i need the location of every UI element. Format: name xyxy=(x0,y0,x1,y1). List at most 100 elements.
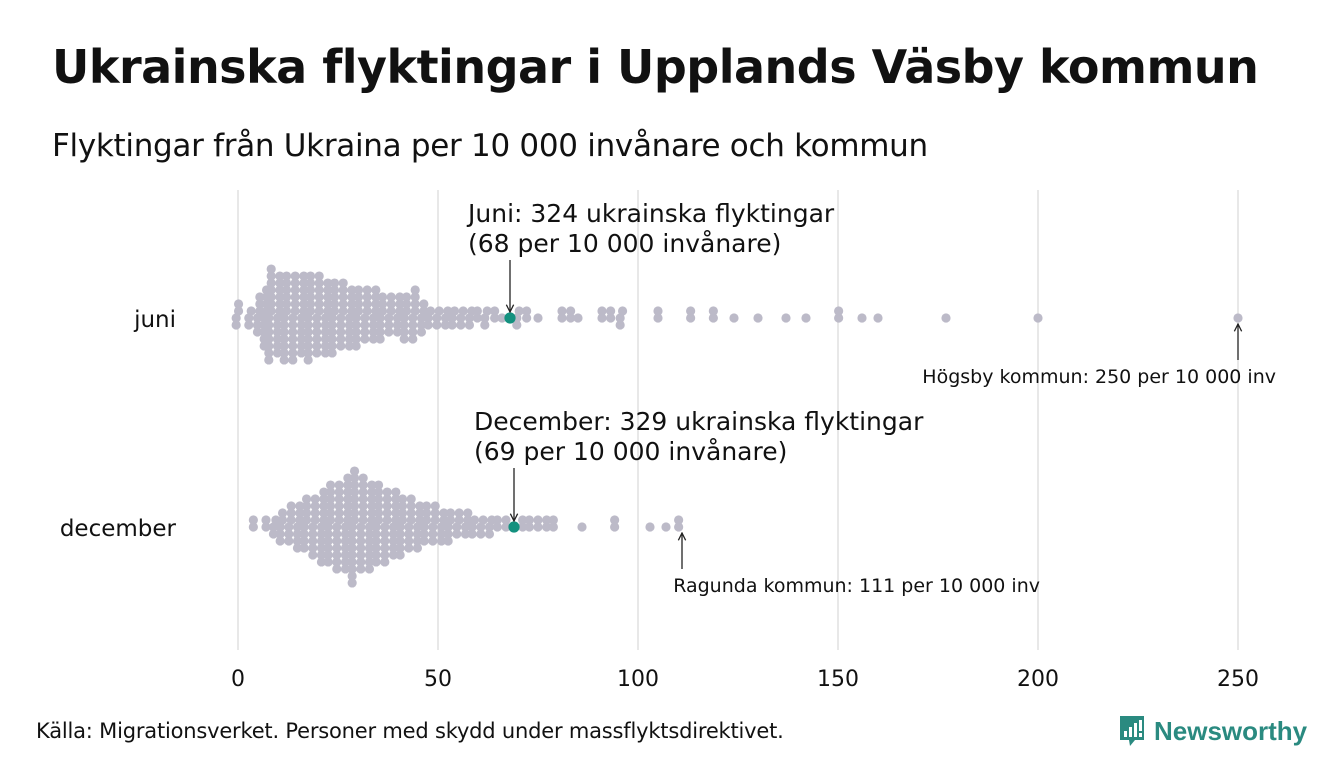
data-point xyxy=(482,306,492,316)
data-point xyxy=(266,264,276,274)
data-point xyxy=(343,473,353,483)
data-point xyxy=(279,320,289,330)
x-tick-label: 150 xyxy=(817,667,859,692)
data-point xyxy=(447,320,457,330)
data-point xyxy=(284,536,294,546)
data-point xyxy=(266,306,276,316)
logo-text: Newsworthy xyxy=(1154,715,1308,746)
data-point xyxy=(445,515,456,525)
data-point xyxy=(332,529,342,539)
data-point xyxy=(281,299,292,309)
data-point xyxy=(349,466,360,476)
data-point xyxy=(356,550,366,560)
data-point xyxy=(373,487,384,497)
data-point xyxy=(299,529,309,539)
data-point xyxy=(323,536,333,546)
data-point xyxy=(401,306,412,316)
data-point xyxy=(264,341,274,351)
data-point xyxy=(314,299,324,309)
data-point xyxy=(432,313,442,323)
data-point xyxy=(351,313,361,323)
data-point xyxy=(316,522,327,532)
data-point xyxy=(329,306,340,316)
source-note: Källa: Migrationsverket. Personer med sk… xyxy=(36,719,784,743)
data-point xyxy=(362,285,372,295)
data-point xyxy=(323,522,333,532)
data-point xyxy=(395,550,405,560)
data-point xyxy=(415,501,425,511)
data-point xyxy=(314,306,324,316)
data-point xyxy=(406,494,416,504)
data-point xyxy=(391,487,401,497)
data-point xyxy=(305,299,316,309)
data-point xyxy=(312,320,322,330)
data-point xyxy=(573,313,583,323)
data-point xyxy=(301,501,312,511)
data-point xyxy=(288,355,298,365)
data-point xyxy=(334,508,344,518)
data-point xyxy=(314,292,324,302)
data-point xyxy=(264,327,274,337)
data-point xyxy=(412,536,423,546)
data-point xyxy=(436,522,447,532)
data-point xyxy=(443,522,453,532)
data-point xyxy=(332,564,342,574)
data-point xyxy=(295,501,305,511)
data-point xyxy=(347,292,357,302)
data-point xyxy=(364,550,375,560)
data-point xyxy=(327,348,337,358)
data-point xyxy=(299,299,309,309)
data-point xyxy=(303,313,313,323)
data-point xyxy=(419,299,429,309)
data-point xyxy=(533,515,543,525)
data-point xyxy=(419,536,429,546)
x-tick-label: 200 xyxy=(1017,667,1059,692)
data-point xyxy=(367,494,377,504)
data-point xyxy=(367,515,377,525)
data-point xyxy=(436,536,447,546)
data-point xyxy=(332,522,342,532)
data-point xyxy=(310,515,320,525)
data-point xyxy=(686,306,696,316)
data-point xyxy=(388,536,399,546)
data-point xyxy=(312,341,322,351)
data-point xyxy=(264,348,274,358)
data-point xyxy=(548,522,558,532)
data-point xyxy=(353,292,364,302)
data-point xyxy=(522,306,532,316)
data-point xyxy=(452,529,462,539)
data-point xyxy=(312,313,322,323)
data-point xyxy=(410,285,420,295)
data-point xyxy=(334,501,344,511)
data-point xyxy=(615,320,625,330)
data-point xyxy=(375,313,385,323)
data-point xyxy=(358,501,368,511)
data-point xyxy=(338,299,348,309)
data-point xyxy=(490,306,500,316)
data-point xyxy=(434,306,444,316)
data-point xyxy=(279,341,289,351)
data-point xyxy=(386,292,396,302)
data-point xyxy=(501,515,511,525)
data-point xyxy=(388,522,399,532)
data-point xyxy=(279,313,289,323)
data-point xyxy=(334,487,344,497)
data-point xyxy=(347,536,357,546)
data-point xyxy=(518,515,528,525)
data-point xyxy=(388,529,399,539)
data-point xyxy=(299,292,309,302)
data-point xyxy=(303,327,313,337)
data-point xyxy=(382,501,392,511)
data-point xyxy=(801,313,811,323)
data-point xyxy=(419,529,429,539)
data-point xyxy=(275,536,285,546)
newsworthy-logo[interactable]: Newsworthy xyxy=(1118,714,1307,748)
data-point xyxy=(310,508,320,518)
data-point xyxy=(325,487,336,497)
data-point xyxy=(358,473,368,483)
data-point xyxy=(386,306,396,316)
data-point xyxy=(336,313,346,323)
data-point xyxy=(406,515,416,525)
data-point xyxy=(347,299,357,309)
data-point xyxy=(371,299,381,309)
